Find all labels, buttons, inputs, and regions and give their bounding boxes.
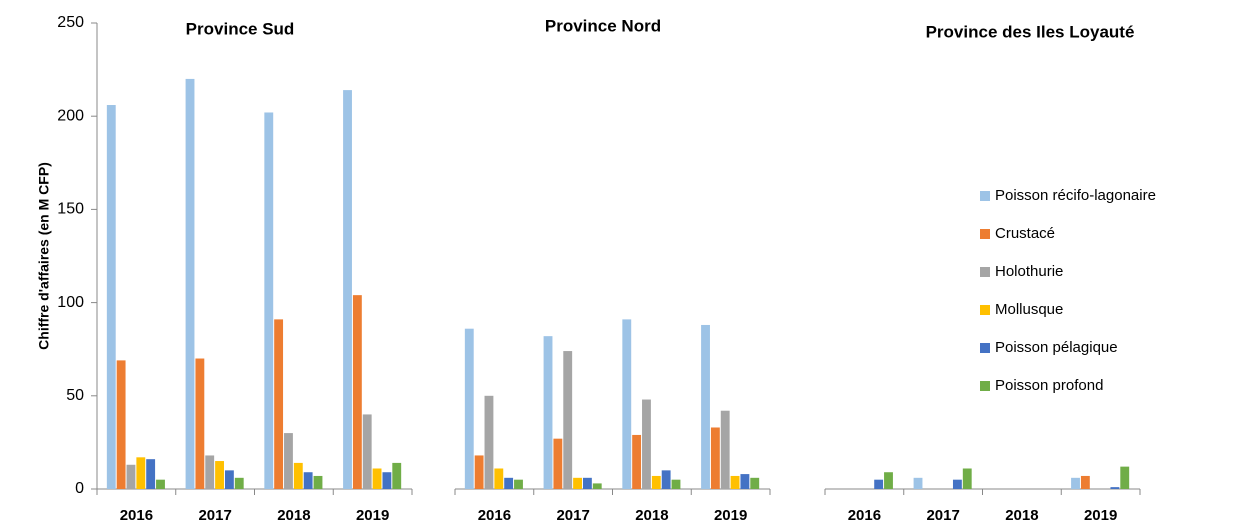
bar [874,479,884,489]
legend-swatch [980,381,990,391]
x-tick-label: 2018 [277,507,310,524]
bar [224,470,234,489]
legend-label: Mollusque [995,301,1063,318]
bar [156,479,165,489]
bar [126,464,136,489]
bar [1080,475,1090,489]
bar [740,474,750,489]
x-tick-label: 2017 [926,507,959,524]
bar [1071,477,1080,489]
bar [750,477,760,489]
bar [136,457,146,489]
bar [303,472,313,489]
bar [293,462,303,489]
bar [215,461,224,489]
legend-swatch [980,229,990,239]
legend-swatch [980,191,990,201]
x-tick-label: 2018 [635,507,668,524]
bar [582,477,592,489]
legend-swatch [980,267,990,277]
legend-label: Poisson pélagique [995,339,1118,356]
y-axis-label: Chiffre d'affaires (en M CFP) [36,162,52,350]
bar [264,112,274,490]
bar [573,477,582,489]
legend-swatch [980,343,990,353]
x-tick-label: 2016 [120,507,153,524]
legend-label: Holothurie [995,263,1063,280]
bar [343,90,352,489]
x-tick-label: 2016 [848,507,881,524]
bar [284,433,293,489]
y-tick-label: 100 [57,294,84,311]
bar [1120,466,1130,489]
bar [710,427,720,489]
panel-title: Province Nord [545,16,661,35]
bar [484,395,494,489]
bar [543,336,553,489]
bar [106,105,116,490]
bar [913,477,923,489]
bar [962,468,972,489]
x-tick-label: 2019 [356,507,389,524]
x-tick-label: 2019 [1084,507,1117,524]
legend-label: Poisson récifo-lagonaire [995,187,1156,204]
bar [1110,487,1120,489]
bar [234,477,244,489]
bar [622,319,632,489]
bar [701,324,710,489]
y-tick-label: 250 [57,14,84,31]
bar [553,438,563,489]
y-tick-label: 150 [57,201,84,218]
bar [651,475,661,489]
bar [474,455,484,489]
bar [372,468,382,489]
bar [392,462,402,489]
bar [730,475,740,489]
bar [382,472,392,489]
legend-label: Poisson profond [995,377,1103,394]
bar [632,434,642,489]
bar [464,328,474,489]
bar [661,470,671,489]
bar [146,459,156,489]
x-tick-label: 2019 [714,507,747,524]
bar [205,455,215,489]
bar [642,399,651,489]
bar [185,78,195,490]
bar [195,358,205,489]
bar [116,360,126,489]
bar [514,479,523,489]
bar [504,477,514,489]
bar [313,475,323,489]
x-tick-label: 2017 [556,507,589,524]
x-tick-label: 2017 [198,507,231,524]
bar [952,479,962,489]
legend-label: Crustacé [995,225,1055,242]
x-tick-label: 2018 [1005,507,1038,524]
x-tick-label: 2016 [478,507,511,524]
panel-title: Province Sud [186,19,295,38]
bar [592,483,602,489]
bar [720,410,730,489]
bar [494,468,504,489]
bar [274,319,284,489]
panel-title: Province des Iles Loyauté [926,22,1135,41]
legend-swatch [980,305,990,315]
bar [362,414,372,489]
bar [563,351,573,489]
y-tick-label: 200 [57,107,84,124]
bar [884,472,893,489]
y-tick-label: 0 [75,480,84,497]
bar [352,295,362,489]
y-tick-label: 50 [66,387,84,404]
bar [671,479,681,489]
